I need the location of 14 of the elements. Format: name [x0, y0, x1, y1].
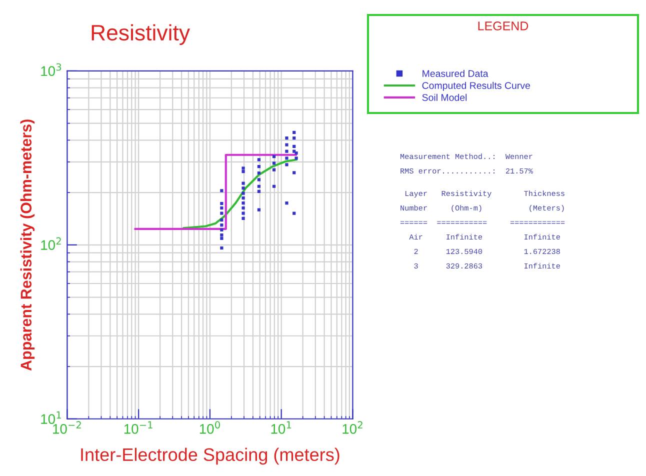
legend-label: Measured Data	[422, 70, 488, 77]
y-tick-label: 10$^{1}$	[41, 411, 61, 424]
legend-title: LEGEND	[478, 22, 528, 30]
legend-label: Computed Results Curve	[422, 82, 530, 91]
x-axis-title: Inter-Electrode Spacing (meters)	[81, 448, 340, 465]
y-axis-title: Apparent Resistivity (Ohm-meters)	[20, 120, 35, 371]
x-tick-label: 10$^{−1}$	[124, 421, 152, 434]
chart-title: Resistivity	[92, 24, 190, 45]
x-tick-label: 10$^{1}$	[271, 421, 292, 434]
x-tick-label: 10$^{0}$	[200, 421, 220, 434]
x-tick-label: 10$^{2}$	[342, 421, 362, 434]
legend-label: Soil Model	[422, 94, 467, 101]
y-tick-label: 10$^{2}$	[41, 237, 61, 250]
y-tick-label: 10$^{3}$	[41, 63, 62, 76]
